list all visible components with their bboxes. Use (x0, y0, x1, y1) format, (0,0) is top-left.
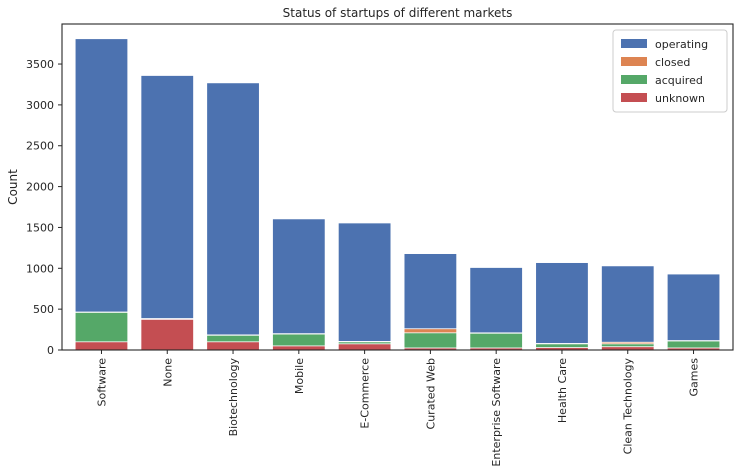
bar-unknown-e-commerce (337, 343, 392, 351)
legend-label-unknown: unknown (655, 92, 705, 105)
legend-label-closed: closed (655, 56, 690, 69)
legend-swatch-closed (621, 57, 647, 66)
x-tick-label: Health Care (556, 358, 569, 423)
x-tick-label: None (161, 358, 174, 387)
y-tick-label: 0 (47, 344, 54, 357)
bars-layer (74, 38, 721, 351)
x-tick-label: E-Commerce (359, 358, 372, 429)
y-axis-ticks: 0 500 1000 1500 2000 2500 3000 3500 (26, 58, 62, 357)
bar-operating-games (666, 273, 721, 351)
y-tick-label: 1000 (26, 262, 54, 275)
legend-swatch-acquired (621, 75, 647, 84)
x-tick-label: Games (688, 358, 701, 397)
x-axis-ticks: Software None Biotechnology Mobile E-Commerc… (95, 350, 701, 467)
bar-operating-clean-technology (601, 265, 655, 351)
chart-title: Status of startups of different markets (283, 6, 513, 20)
y-tick-label: 2000 (26, 181, 54, 194)
y-tick-label: 3500 (26, 58, 54, 71)
x-tick-label: Clean Technology (622, 358, 635, 455)
x-tick-label: Biotechnology (227, 358, 240, 437)
bar-operating-software (74, 38, 129, 351)
legend-label-operating: operating (655, 38, 708, 51)
legend-label-acquired: acquired (655, 74, 703, 87)
bar-operating-health-care (535, 262, 589, 351)
bar-acquired-curated-web (403, 332, 458, 351)
legend: operating closed acquired unknown (612, 29, 728, 113)
bar-operating-none (140, 75, 194, 351)
bar-operating-mobile (272, 218, 326, 351)
bar-operating-e-commerce (337, 222, 392, 351)
legend-swatch-operating (621, 39, 647, 48)
x-tick-label: Enterprise Software (490, 358, 503, 467)
y-tick-label: 2500 (26, 140, 54, 153)
bar-unknown-biotechnology (206, 341, 260, 351)
bar-unknown-none (140, 318, 194, 351)
x-tick-label: Curated Web (424, 358, 437, 429)
bar-acquired-enterprise-software (469, 332, 523, 351)
bar-unknown-software (74, 341, 129, 351)
x-tick-label: Mobile (293, 358, 306, 394)
bar-unknown-mobile (272, 345, 326, 351)
legend-swatch-unknown (621, 93, 647, 102)
x-tick-label: Software (95, 358, 108, 407)
bar-operating-biotechnology (206, 82, 260, 351)
y-tick-label: 3000 (26, 99, 54, 112)
y-axis-label: Count (6, 169, 20, 205)
legend-box (612, 29, 728, 113)
y-tick-label: 500 (33, 303, 54, 316)
y-tick-label: 1500 (26, 221, 54, 234)
